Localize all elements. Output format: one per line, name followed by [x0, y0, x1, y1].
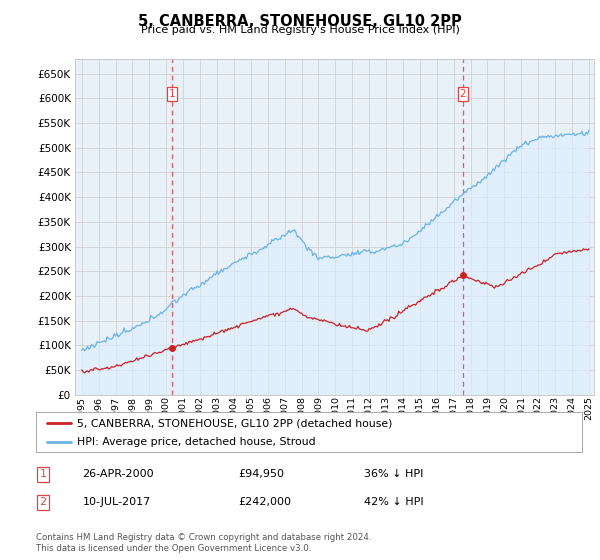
- Text: HPI: Average price, detached house, Stroud: HPI: Average price, detached house, Stro…: [77, 437, 316, 447]
- Text: 2: 2: [460, 89, 466, 99]
- Text: £242,000: £242,000: [238, 497, 291, 507]
- Text: 26-APR-2000: 26-APR-2000: [82, 469, 154, 479]
- Text: 36% ↓ HPI: 36% ↓ HPI: [364, 469, 423, 479]
- Text: 1: 1: [40, 469, 47, 479]
- Text: 5, CANBERRA, STONEHOUSE, GL10 2PP: 5, CANBERRA, STONEHOUSE, GL10 2PP: [138, 14, 462, 29]
- Text: 42% ↓ HPI: 42% ↓ HPI: [364, 497, 423, 507]
- Text: 5, CANBERRA, STONEHOUSE, GL10 2PP (detached house): 5, CANBERRA, STONEHOUSE, GL10 2PP (detac…: [77, 418, 392, 428]
- Text: £94,950: £94,950: [238, 469, 284, 479]
- Text: Contains HM Land Registry data © Crown copyright and database right 2024.
This d: Contains HM Land Registry data © Crown c…: [36, 533, 371, 553]
- Text: 1: 1: [169, 89, 175, 99]
- Text: 10-JUL-2017: 10-JUL-2017: [82, 497, 151, 507]
- Text: Price paid vs. HM Land Registry's House Price Index (HPI): Price paid vs. HM Land Registry's House …: [140, 25, 460, 35]
- Text: 2: 2: [40, 497, 47, 507]
